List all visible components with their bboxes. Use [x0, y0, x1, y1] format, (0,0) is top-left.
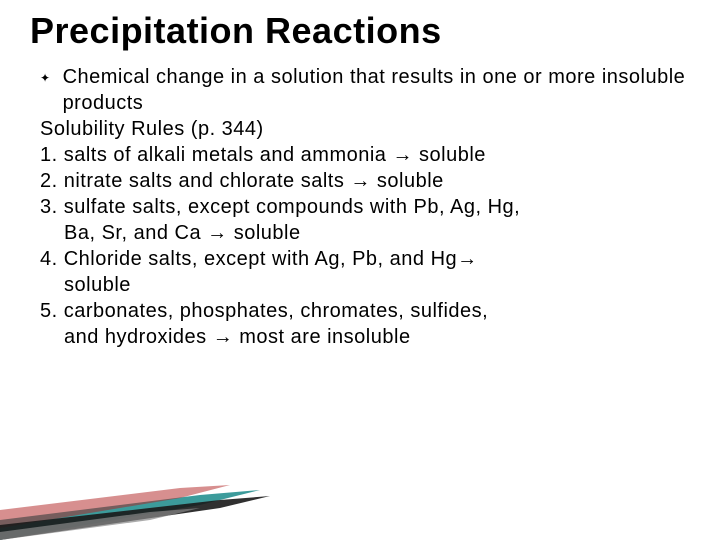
body-line-2: 2. nitrate salts and chlorate salts → so… [40, 168, 690, 194]
bullet-icon: ✦ [40, 71, 51, 87]
body-line-1: 1. salts of alkali metals and ammonia → … [40, 142, 690, 168]
body-line-3b: Ba, Sr, and Ca → soluble [40, 220, 690, 246]
slide-container: Precipitation Reactions ✦ Chemical chang… [0, 0, 720, 540]
slide-body: ✦ Chemical change in a solution that res… [30, 64, 690, 350]
body-line-5b: and hydroxides → most are insoluble [40, 324, 690, 350]
body-line-3a: 3. sulfate salts, except compounds with … [40, 194, 690, 220]
body-line-4b: soluble [40, 272, 690, 298]
bullet-item: ✦ Chemical change in a solution that res… [40, 64, 690, 116]
bullet-text: Chemical change in a solution that resul… [63, 64, 690, 116]
body-line-5a: 5. carbonates, phosphates, chromates, su… [40, 298, 690, 324]
body-line-4a: 4. Chloride salts, except with Ag, Pb, a… [40, 246, 690, 272]
body-line-0: Solubility Rules (p. 344) [40, 116, 690, 142]
corner-accent-graphic [0, 450, 280, 540]
slide-title: Precipitation Reactions [30, 10, 690, 52]
